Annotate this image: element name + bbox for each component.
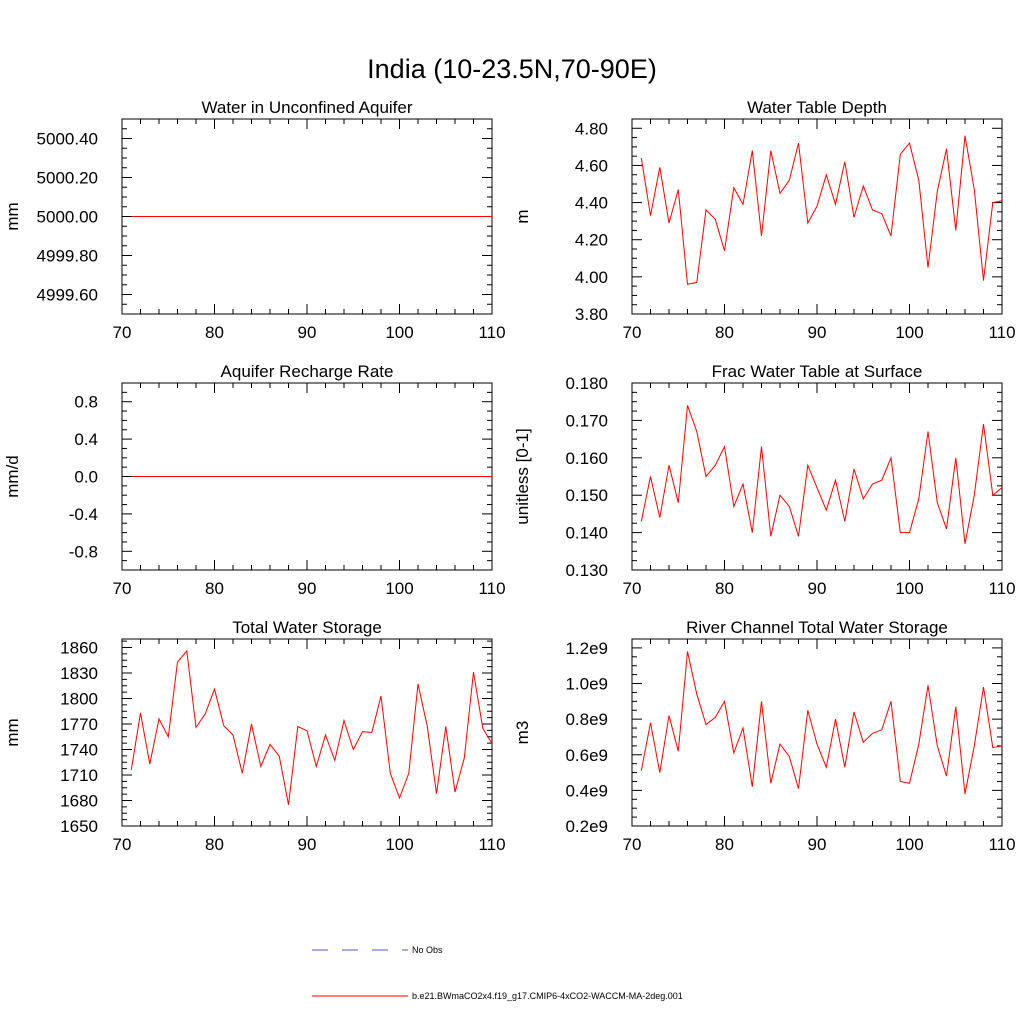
y-tick-label: 0.2e9 [565, 817, 608, 836]
x-tick-label: 100 [385, 835, 413, 854]
y-tick-label: 1830 [60, 664, 98, 683]
y-tick-label: 4.00 [575, 268, 608, 287]
x-tick-label: 70 [623, 323, 642, 342]
y-tick-label: 4.20 [575, 231, 608, 250]
y-tick-label: -0.4 [69, 505, 98, 524]
y-tick-label: 0.170 [565, 411, 608, 430]
x-tick-label: 90 [298, 323, 317, 342]
y-tick-label: 4.60 [575, 156, 608, 175]
x-tick-label: 110 [988, 579, 1015, 598]
x-tick-label: 110 [988, 835, 1015, 854]
x-tick-label: 70 [113, 579, 132, 598]
chart-title: Total Water Storage [232, 618, 382, 637]
x-tick-label: 110 [478, 579, 505, 598]
y-tick-label: 0.150 [565, 486, 608, 505]
y-tick-label: 0.0 [74, 468, 98, 487]
plot-frame [631, 638, 1003, 827]
x-tick-label: 80 [205, 579, 224, 598]
panels: Water in Unconfined Aquifer mm 70 80 90 100 11… [3, 98, 1016, 854]
x-tick-label: 100 [895, 323, 923, 342]
x-tick-label: 90 [298, 579, 317, 598]
y-tick-label: 4.80 [575, 119, 608, 138]
chart-title: Water in Unconfined Aquifer [201, 98, 412, 117]
chart-title: Frac Water Table at Surface [712, 362, 923, 381]
x-tick-label: 100 [895, 579, 923, 598]
y-axis-label: m [513, 209, 532, 223]
legend-model-label: b.e21.BWmaCO2x4.f19_g17.CMIP6-4xCO2-WACC… [412, 991, 683, 1001]
chart-panel-2: Water Table Depth m 70 80 90 100 110 3.80 4.00 4.… [513, 98, 1016, 342]
figure-title: India (10-23.5N,70-90E) [367, 54, 657, 84]
x-tick-label: 90 [808, 835, 827, 854]
y-tick-label: 5000.40 [37, 130, 98, 149]
y-tick-label: 0.8 [74, 393, 98, 412]
x-tick-label: 70 [623, 579, 642, 598]
y-tick-label: 0.6e9 [565, 746, 608, 765]
x-tick-label: 80 [715, 579, 734, 598]
x-tick-label: 80 [205, 323, 224, 342]
chart-panel-6: River Channel Total Water Storage m3 70 80 9… [513, 618, 1016, 854]
y-axis-label: unitless [0-1] [513, 428, 532, 524]
y-tick-label: 1.2e9 [565, 639, 608, 658]
y-tick-label: 0.4e9 [565, 781, 608, 800]
y-tick-label: 1800 [60, 690, 98, 709]
chart-panel-4: Frac Water Table at Surface unitless [0-1… [513, 362, 1016, 598]
y-tick-label: 0.180 [565, 374, 608, 393]
y-tick-label: 1710 [60, 766, 98, 785]
x-tick-label: 80 [715, 323, 734, 342]
legend: No Obs b.e21.BWmaCO2x4.f19_g17.CMIP6-4xC… [312, 945, 683, 1001]
x-tick-label: 70 [623, 835, 642, 854]
y-tick-label: 1680 [60, 792, 98, 811]
x-tick-label: 110 [988, 323, 1015, 342]
x-tick-label: 110 [478, 835, 505, 854]
x-tick-label: 70 [113, 323, 132, 342]
x-tick-label: 100 [385, 323, 413, 342]
y-tick-label: 5000.00 [37, 208, 98, 227]
y-tick-label: 1740 [60, 741, 98, 760]
y-tick-label: 4.40 [575, 194, 608, 213]
y-tick-label: 1770 [60, 715, 98, 734]
legend-no-obs-label: No Obs [412, 945, 443, 955]
chart-title: Water Table Depth [747, 98, 887, 117]
x-tick-label: 80 [715, 835, 734, 854]
y-tick-label: 0.8e9 [565, 710, 608, 729]
x-tick-label: 100 [385, 579, 413, 598]
y-tick-label: 5000.20 [37, 169, 98, 188]
x-tick-label: 100 [895, 835, 923, 854]
x-tick-label: 110 [478, 323, 505, 342]
chart-title: River Channel Total Water Storage [686, 618, 948, 637]
chart-title: Aquifer Recharge Rate [221, 362, 394, 381]
y-tick-label: 0.4 [74, 430, 98, 449]
x-tick-label: 90 [808, 579, 827, 598]
data-series-line [640, 405, 1003, 544]
y-tick-label: 4999.60 [37, 286, 98, 305]
y-tick-label: 0.130 [565, 561, 608, 580]
data-series-line [130, 649, 493, 805]
x-tick-label: 80 [205, 835, 224, 854]
chart-panel-3: Aquifer Recharge Rate mm/d 70 80 90 100 110 -0.… [3, 362, 506, 598]
y-axis-label: mm [3, 202, 22, 230]
y-tick-label: -0.8 [69, 542, 98, 561]
y-axis-label: mm/d [3, 455, 22, 498]
plot-frame [631, 382, 1003, 571]
y-tick-label: 3.80 [575, 305, 608, 324]
x-tick-label: 90 [808, 323, 827, 342]
data-series-line [640, 651, 1003, 794]
y-tick-label: 1.0e9 [565, 675, 608, 694]
y-tick-label: 4999.80 [37, 247, 98, 266]
chart-panel-1: Water in Unconfined Aquifer mm 70 80 90 100 11… [3, 98, 506, 342]
data-series-line [640, 135, 1003, 285]
y-tick-label: 1650 [60, 817, 98, 836]
y-tick-label: 1860 [60, 639, 98, 658]
y-tick-label: 0.140 [565, 524, 608, 543]
x-tick-label: 90 [298, 835, 317, 854]
y-tick-label: 0.160 [565, 449, 608, 468]
y-axis-label: mm [3, 718, 22, 746]
x-tick-label: 70 [113, 835, 132, 854]
y-axis-label: m3 [513, 721, 532, 745]
chart-panel-5: Total Water Storage mm 70 80 90 100 110 1650 168… [3, 618, 506, 854]
